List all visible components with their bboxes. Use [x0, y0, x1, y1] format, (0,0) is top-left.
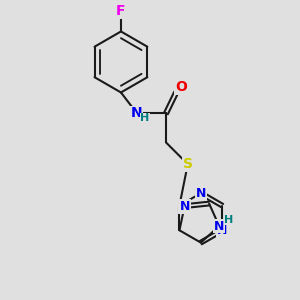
Text: O: O: [176, 80, 187, 94]
Text: N: N: [214, 220, 224, 232]
Text: H: H: [224, 215, 233, 225]
Text: F: F: [116, 4, 126, 18]
Text: S: S: [183, 157, 193, 171]
Text: N: N: [196, 187, 206, 200]
Text: N: N: [179, 200, 190, 213]
Text: N: N: [131, 106, 143, 120]
Text: H: H: [140, 113, 150, 123]
Text: N: N: [217, 224, 227, 237]
